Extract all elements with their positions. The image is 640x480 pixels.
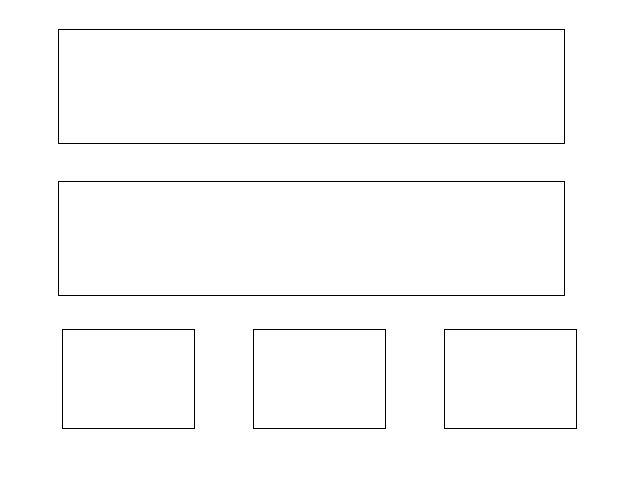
- panel-top-frame: [58, 29, 565, 144]
- panel-bottom-center-frame: [253, 329, 386, 429]
- panel-middle-frame: [58, 181, 565, 296]
- panel-bottom-center: [253, 329, 386, 429]
- panel-middle: [58, 181, 565, 296]
- panel-bottom-right-frame: [444, 329, 577, 429]
- panel-bottom-left: [62, 329, 195, 429]
- panel-bottom-left-frame: [62, 329, 195, 429]
- panel-top-plot-area: [58, 29, 565, 144]
- panel-middle-plot-area: [58, 181, 565, 296]
- panel-bottom-right: [444, 329, 577, 429]
- panel-top: [58, 29, 565, 144]
